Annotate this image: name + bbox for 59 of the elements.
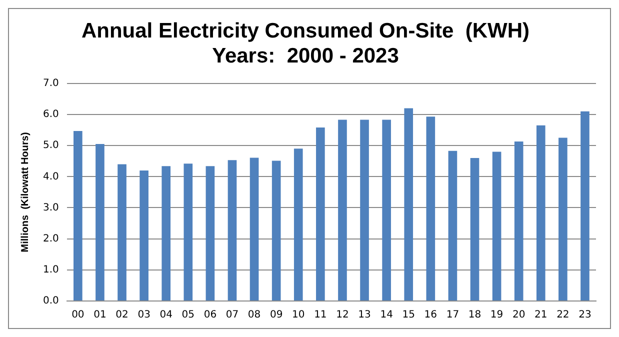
x-tick-label: 05 — [182, 310, 195, 321]
x-tick-label: 09 — [270, 310, 283, 321]
bar — [206, 166, 215, 300]
x-tick-label: 06 — [204, 310, 217, 321]
bar — [404, 108, 414, 300]
y-tick-label: 4.0 — [42, 171, 59, 182]
bar — [492, 152, 502, 300]
bar — [360, 120, 369, 300]
text: Annual Electricity Consumed On-Site (KWH) — [81, 19, 530, 42]
x-tick-label: 03 — [138, 310, 150, 321]
bar — [184, 164, 193, 300]
bar — [470, 158, 480, 300]
y-tick-label: 2.0 — [42, 233, 59, 244]
bar — [338, 120, 347, 300]
x-tick-label: 07 — [226, 310, 239, 321]
bar — [96, 144, 104, 300]
bar — [382, 120, 391, 300]
x-tick-label: 21 — [534, 310, 548, 321]
bar — [272, 160, 281, 300]
x-tick-label: 04 — [160, 310, 172, 321]
x-tick-label: 19 — [490, 310, 504, 321]
bar — [74, 130, 82, 300]
y-tick-label: 0.0 — [42, 296, 59, 307]
bar — [426, 116, 436, 300]
x-tick-label: 15 — [402, 310, 415, 321]
bar — [316, 128, 325, 300]
bar — [228, 160, 237, 300]
y-tick-label: 7.0 — [42, 78, 59, 89]
x-tick-label: 14 — [380, 310, 393, 321]
x-tick-label: 17 — [446, 310, 460, 321]
x-tick-label: 01 — [94, 310, 106, 321]
y-axis-title: Millions (Kilowatt Hours) — [20, 132, 31, 252]
x-tick-label: 13 — [358, 310, 371, 321]
bar — [294, 148, 303, 300]
bar — [250, 158, 259, 300]
bar — [514, 142, 524, 300]
x-tick-label: 22 — [556, 310, 570, 321]
x-tick-label: 23 — [578, 310, 592, 321]
x-tick-label: 20 — [512, 310, 526, 321]
bar — [558, 138, 568, 300]
bar — [448, 150, 458, 300]
bar — [536, 125, 546, 300]
bar — [580, 111, 590, 300]
x-tick-label: 12 — [336, 310, 349, 321]
y-tick-label: 5.0 — [42, 140, 59, 152]
x-tick-label: 11 — [314, 310, 327, 321]
x-tick-label: 08 — [248, 310, 261, 321]
x-tick-label: 02 — [116, 310, 128, 321]
bar — [118, 164, 126, 300]
text: Years: 2000 - 2023 — [212, 44, 399, 68]
y-tick-label: 3.0 — [42, 202, 59, 214]
y-tick-label: 1.0 — [42, 264, 59, 276]
x-tick-label: 18 — [468, 310, 482, 321]
y-tick-label: 6.0 — [42, 109, 59, 120]
x-tick-label: 16 — [424, 310, 438, 321]
bar — [162, 166, 171, 300]
x-tick-label: 00 — [72, 310, 84, 321]
bar — [140, 170, 148, 300]
x-tick-label: 10 — [292, 310, 305, 321]
